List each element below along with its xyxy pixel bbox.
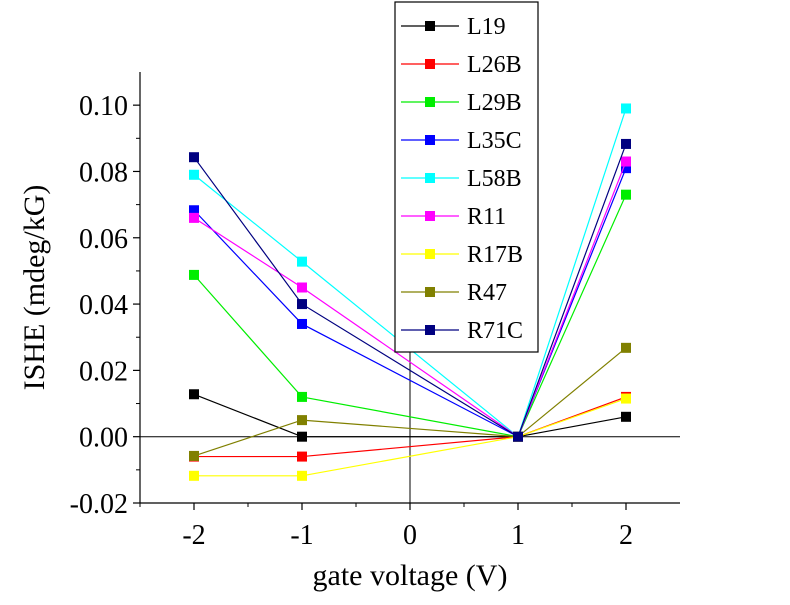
legend-label: R71C <box>467 318 523 344</box>
y-tick-label: 0.04 <box>79 290 128 321</box>
x-tick-label: -1 <box>290 520 313 551</box>
series-r71c <box>189 138 631 442</box>
x-tick-label: -2 <box>182 520 205 551</box>
legend-label: L26B <box>467 52 522 78</box>
series-line <box>194 396 627 458</box>
x-tick-label: 1 <box>511 520 525 551</box>
y-tick-label: 0.08 <box>79 157 128 188</box>
legend: L19 L26B L29B L35C L58B R11 R17B R47 R71C <box>394 1 539 353</box>
legend-marker <box>425 97 435 107</box>
data-point <box>297 415 307 426</box>
data-point <box>621 342 631 353</box>
legend-label: R47 <box>467 280 507 306</box>
legend-label: L19 <box>467 14 506 40</box>
series-line <box>193 161 627 438</box>
legend-label: L35C <box>467 128 522 154</box>
legend-item-l58b: L58B <box>401 166 522 192</box>
data-point <box>621 103 631 114</box>
data-point <box>621 138 631 149</box>
series-line <box>193 194 627 438</box>
legend-item-r71c: R71C <box>401 318 523 344</box>
x-tick-label: 0 <box>403 520 417 551</box>
data-point <box>189 389 199 400</box>
legend-item-l19: L19 <box>401 14 506 40</box>
data-point <box>297 470 307 481</box>
legend-label: R11 <box>467 204 506 230</box>
data-point <box>513 431 523 442</box>
data-point <box>297 256 307 267</box>
legend-marker <box>425 173 435 183</box>
data-point <box>297 431 307 442</box>
y-tick-label: 0.02 <box>79 356 128 387</box>
y-tick-label: -0.02 <box>70 489 128 520</box>
data-point <box>189 169 199 180</box>
data-point <box>621 411 631 422</box>
data-point <box>189 152 199 163</box>
legend-item-l29b: L29B <box>401 90 522 116</box>
legend-marker <box>425 21 435 31</box>
legend-marker <box>425 325 435 335</box>
legend-item-l26b: L26B <box>401 52 522 78</box>
data-point <box>297 318 307 329</box>
legend-marker <box>425 249 435 259</box>
data-point <box>189 205 199 216</box>
data-point <box>297 391 307 402</box>
data-point <box>189 269 199 280</box>
x-axis: -2 -1 0 1 2 <box>139 503 633 551</box>
data-point <box>621 163 631 174</box>
y-axis-title: ISHE (mdeg/kG) <box>18 185 51 391</box>
legend-box <box>394 1 539 353</box>
data-point <box>297 282 307 293</box>
data-point <box>297 299 307 310</box>
legend-marker <box>425 135 435 145</box>
data-point <box>621 393 631 404</box>
legend-marker <box>425 287 435 297</box>
data-point <box>297 451 307 462</box>
legend-item-l35c: L35C <box>401 128 522 154</box>
y-tick-label: 0.10 <box>79 91 128 122</box>
legend-item-r17b: R17B <box>401 242 523 268</box>
data-point <box>621 189 631 200</box>
x-tick-label: 2 <box>619 520 633 551</box>
legend-marker <box>425 59 435 69</box>
data-point <box>189 212 199 223</box>
legend-label: R17B <box>467 242 523 268</box>
data-point <box>189 450 199 461</box>
series-line <box>193 393 627 438</box>
data-point <box>189 470 199 481</box>
legend-label: L58B <box>467 166 522 192</box>
y-tick-label: 0.06 <box>79 224 128 255</box>
x-axis-title: gate voltage (V) <box>313 559 508 592</box>
series-line <box>193 143 627 438</box>
series-line <box>193 347 627 457</box>
y-axis: -0.02 0.00 0.02 0.04 0.06 0.08 0.10 <box>70 91 140 520</box>
series-line <box>193 167 627 438</box>
data-point <box>621 156 631 167</box>
legend-label: L29B <box>467 90 522 116</box>
legend-marker <box>425 211 435 221</box>
legend-item-r47: R47 <box>401 280 507 306</box>
series-layer <box>189 103 631 481</box>
series-line <box>194 397 627 477</box>
legend-item-r11: R11 <box>401 204 506 230</box>
y-tick-label: 0.00 <box>79 423 128 454</box>
